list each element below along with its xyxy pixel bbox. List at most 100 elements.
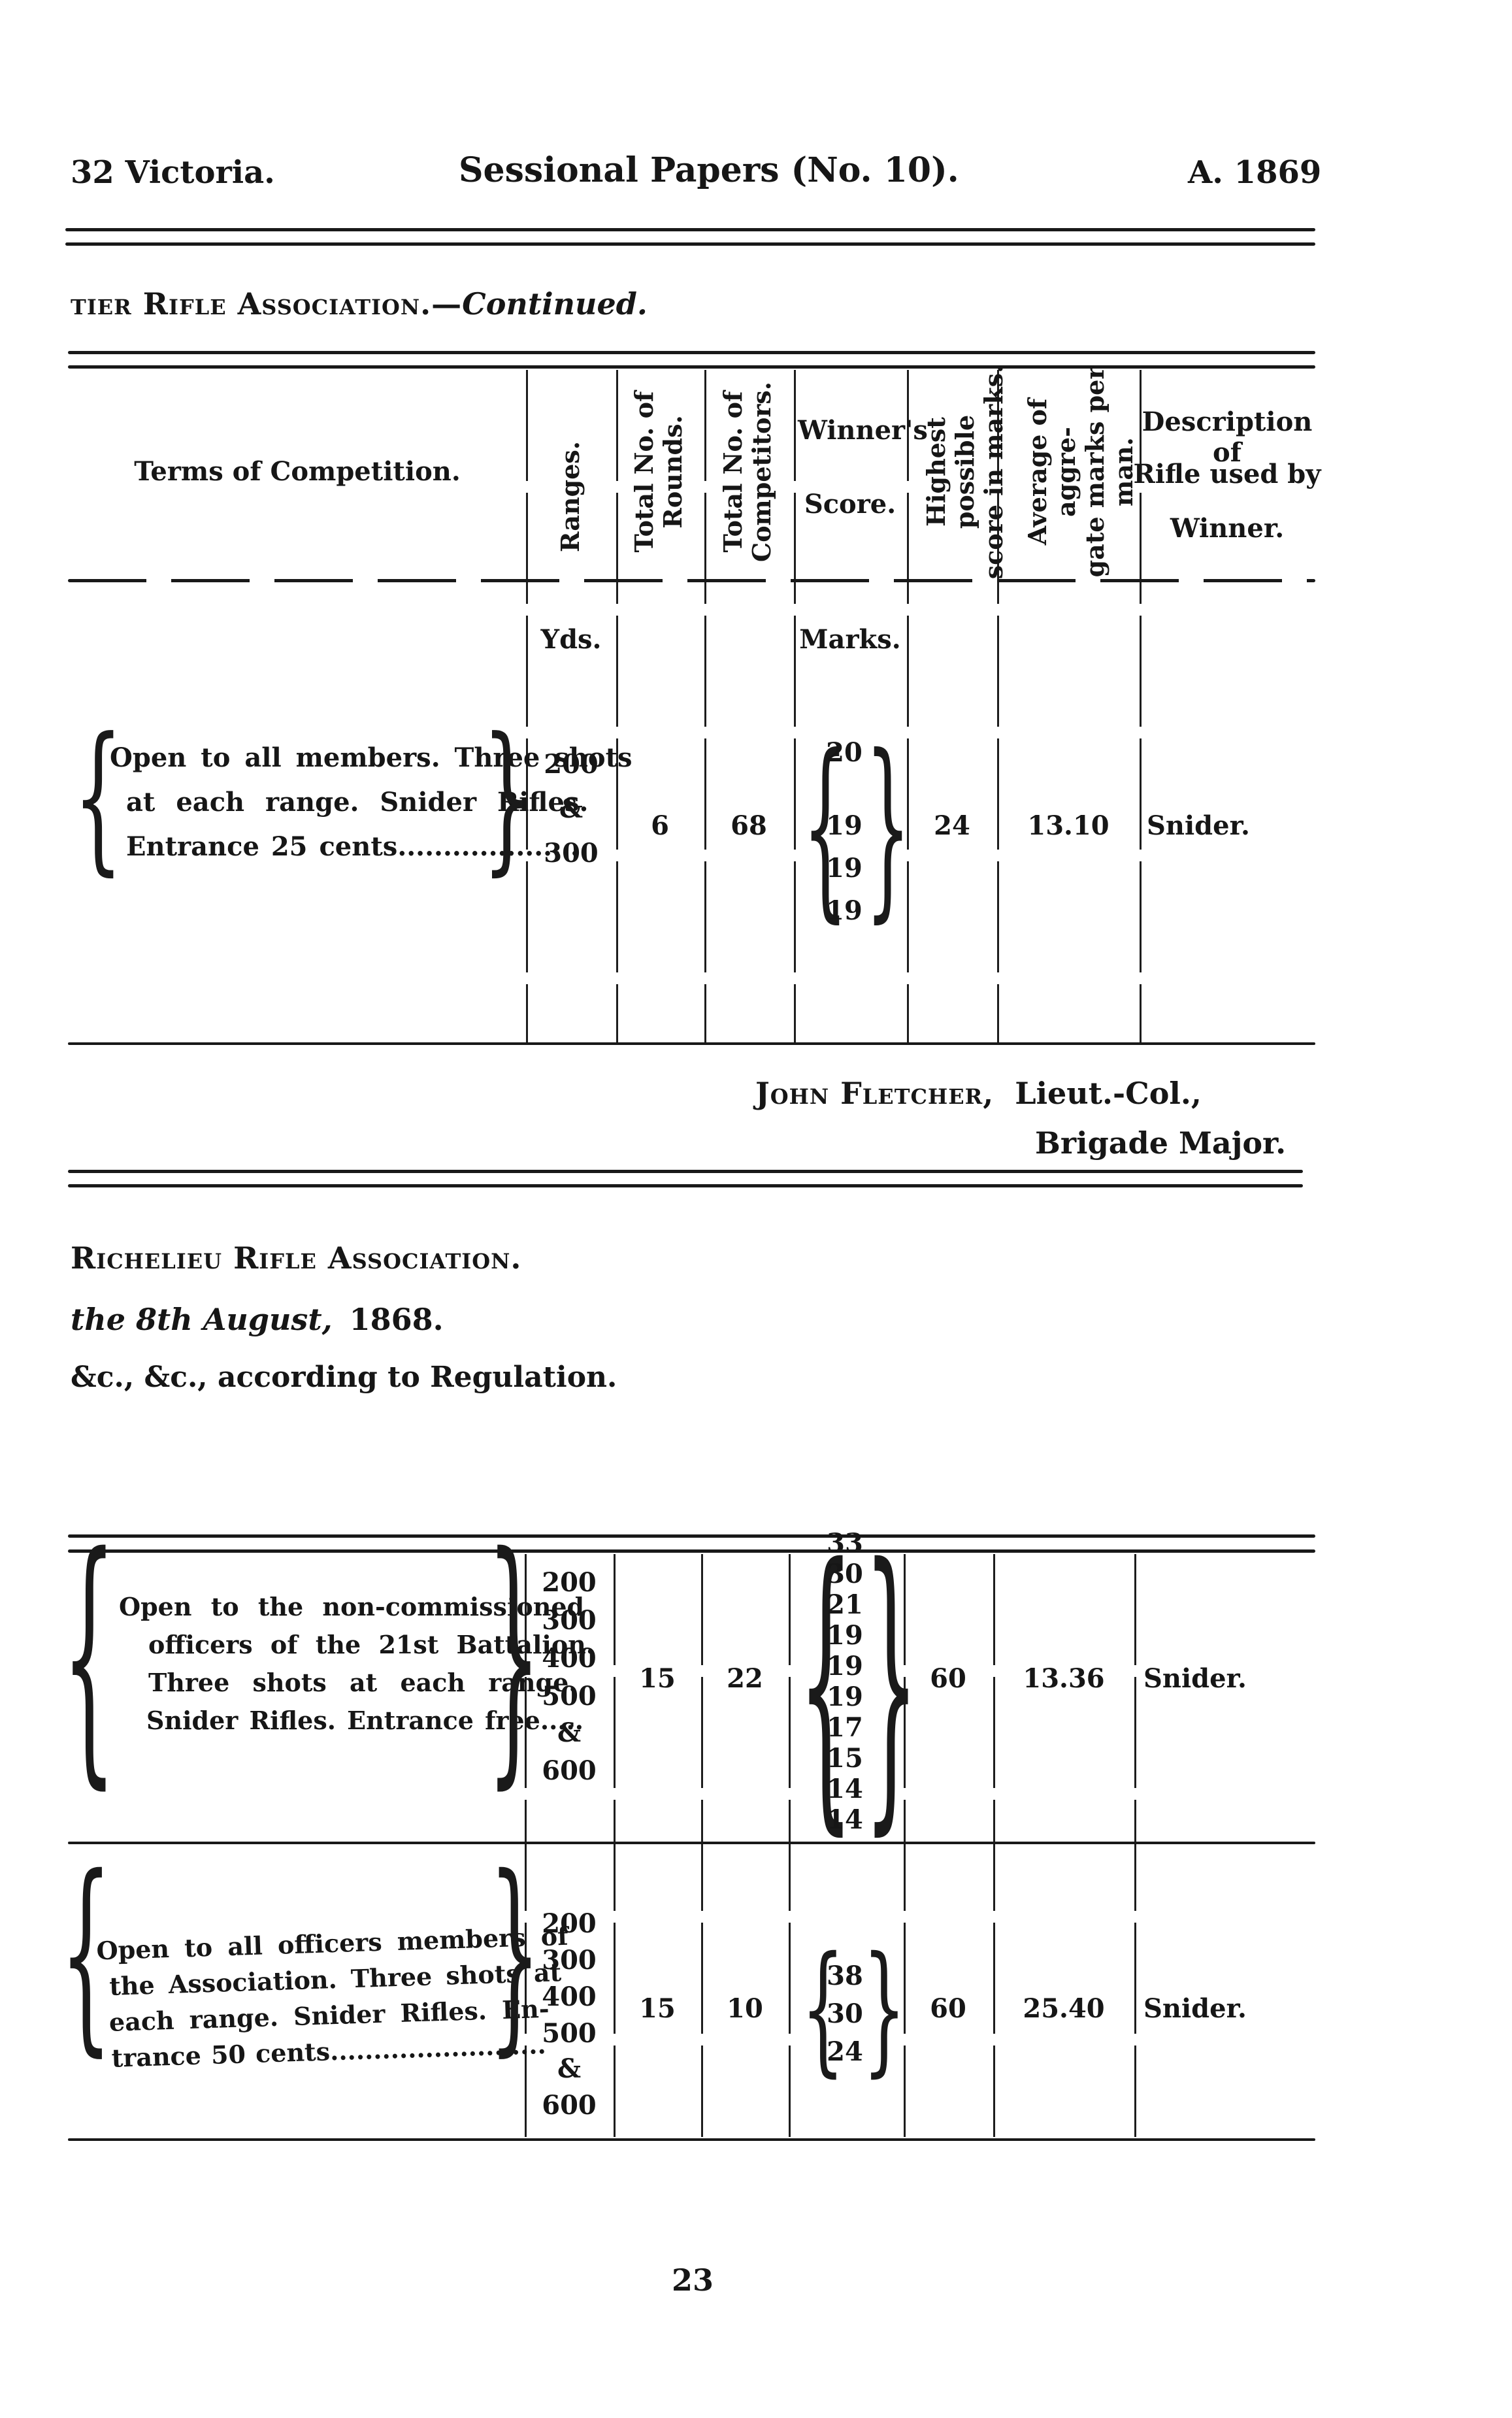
table2-row2-average-value: 25.40 xyxy=(1023,1993,1105,2024)
table2-row2-score-3: 24 xyxy=(827,2036,863,2067)
running-head-title: Sessional Papers (No. 10). xyxy=(459,150,959,190)
table1-unit-yards: Yds. xyxy=(540,624,602,655)
table2-row1-highest-value: 60 xyxy=(930,1663,966,1694)
table2-row2-range-3: 400 xyxy=(542,1981,597,2012)
table2-row2-range-6: 600 xyxy=(542,2090,597,2121)
table2-row1-range-6: 600 xyxy=(542,1755,597,1786)
table1-score-brace-left: { xyxy=(802,714,848,940)
table1-top-rule-1 xyxy=(68,351,1315,354)
table1-header-ranges: Ranges. xyxy=(555,440,585,553)
table2-row2-highest-value: 60 xyxy=(930,1993,966,2024)
table2-row1-range-5: & xyxy=(557,1717,582,1748)
table1-col-rule-2 xyxy=(616,370,618,1042)
table1-score-1: 20 xyxy=(826,737,863,768)
table2-row1-range-1: 200 xyxy=(542,1567,597,1598)
table2-row1-score-9: 14 xyxy=(827,1774,863,1804)
table2-row1-terms-line-4: Snider Rifles. Entrance free..... xyxy=(146,1706,584,1735)
table2-row1-score-brace-left: { xyxy=(798,1504,853,1863)
table1-col-rule-5 xyxy=(907,370,909,1042)
table1-header-description-2: Rifle used by xyxy=(1133,459,1321,489)
table2-row1-rounds-value: 15 xyxy=(639,1663,676,1694)
table2-row-separator xyxy=(68,1842,1315,1844)
richelieu-date-year: 1868. xyxy=(349,1302,444,1337)
table2-col-rule-7 xyxy=(1134,1554,1136,2137)
signature-line: John Fletcher, Lieut.-Col., xyxy=(755,1076,1202,1111)
table2-row1-score-10: 14 xyxy=(827,1804,863,1835)
table2-row2-score-2: 30 xyxy=(827,1998,863,2029)
table2-row2-range-5: & xyxy=(557,2053,582,2084)
page-number: 23 xyxy=(671,2262,714,2298)
table2-top-rule-1 xyxy=(68,1534,1315,1538)
table2-row1-range-3: 400 xyxy=(542,1643,597,1674)
table1-unit-marks: Marks. xyxy=(799,624,901,655)
table1-terms-line-1: Open to all members. Three shots xyxy=(110,742,633,773)
table1-average-value: 13.10 xyxy=(1027,810,1109,841)
table1-header-winners-1: Winner's xyxy=(798,415,928,446)
table1-col-rule-3 xyxy=(704,370,706,1042)
head-rule-top xyxy=(65,228,1315,231)
table2-bottom-rule xyxy=(68,2138,1315,2141)
table1-range-2: & xyxy=(559,793,583,824)
table2-row1-terms-brace-right: } xyxy=(487,1499,541,1812)
table1-col-rule-7 xyxy=(1140,370,1142,1042)
table1-score-2: 19 xyxy=(826,810,863,841)
signature-office: Brigade Major. xyxy=(1035,1125,1287,1161)
table2-col-rule-1 xyxy=(525,1554,527,2137)
table2-row1-range-4: 500 xyxy=(542,1681,597,1712)
table1-range-1: 200 xyxy=(544,749,599,780)
table2-row1-score-7: 17 xyxy=(827,1712,863,1743)
table1-col-rule-6 xyxy=(997,370,999,1042)
table1-score-3: 19 xyxy=(826,853,863,884)
richelieu-date-italic: the 8th August, xyxy=(71,1302,333,1337)
signature-rank: Lieut.-Col., xyxy=(1015,1076,1202,1111)
table2-row2-terms-brace-left: { xyxy=(60,1833,112,2076)
table2-row2-range-2: 300 xyxy=(542,1945,597,1976)
table2-col-rule-2 xyxy=(614,1554,616,2137)
table1-rifle-value: Snider. xyxy=(1147,810,1250,841)
table2-col-rule-6 xyxy=(993,1554,995,2137)
table1-terms-line-2: at each range. Snider Rifles. xyxy=(126,787,589,818)
section-heading-smallcaps: tier Rifle Association.— xyxy=(71,286,463,322)
table2-row2-range-4: 500 xyxy=(542,2018,597,2049)
table1-header-description-1: Description of xyxy=(1142,406,1313,468)
table2-row2-score-1: 38 xyxy=(827,1961,863,1991)
table2-row2-terms-brace-right: } xyxy=(489,1833,541,2076)
running-head-year: A. 1869 xyxy=(1188,154,1322,191)
table2-row2-rounds-value: 15 xyxy=(639,1993,676,2024)
table1-col-rule-4 xyxy=(794,370,796,1042)
table1-col-rule-1 xyxy=(526,370,528,1042)
table1-header-competitors: Total No. of Competitors. xyxy=(718,381,777,563)
table1-header-highest: Highest possible score in marks. xyxy=(921,364,1009,580)
table2-row1-terms-brace-left: { xyxy=(62,1499,116,1812)
table2-row2-range-1: 200 xyxy=(542,1908,597,1939)
table1-score-4: 19 xyxy=(826,895,863,926)
table2-row1-terms-cell: Open to the non-commissioned officers of… xyxy=(119,1588,595,1740)
table1-score-brace-right: } xyxy=(865,714,911,940)
table2-row2-score-brace-right: } xyxy=(863,1927,906,2091)
table1-competitors-value: 68 xyxy=(731,810,767,841)
table2-row1-score-3: 21 xyxy=(827,1589,863,1620)
richelieu-date-line: the 8th August, 1868. xyxy=(71,1302,444,1337)
table1-header-rounds: Total No. of Rounds. xyxy=(629,391,688,553)
table1-header-winners-2: Score. xyxy=(804,489,896,520)
table2-row1-score-brace-right: } xyxy=(864,1504,919,1863)
table1-terms-brace-left: { xyxy=(73,704,123,891)
table1-rounds-value: 6 xyxy=(651,810,669,841)
table2-row1-score-8: 15 xyxy=(827,1743,863,1774)
table2-row1-score-6: 19 xyxy=(827,1681,863,1712)
table2-row1-score-5: 19 xyxy=(827,1651,863,1681)
section-rule-2 xyxy=(68,1184,1303,1187)
table1-header-separator xyxy=(68,579,1315,582)
table1-terms-line-3: Entrance 25 cents..................... xyxy=(126,831,589,862)
table2-row1-terms-line-1: Open to the non-commissioned xyxy=(119,1592,585,1621)
table1-header-description-3: Winner. xyxy=(1170,513,1285,544)
section-rule-1 xyxy=(68,1170,1303,1173)
table2-col-rule-4 xyxy=(789,1554,791,2137)
running-head-volume: 32 Victoria. xyxy=(71,154,275,191)
richelieu-note: &c., &c., according to Regulation. xyxy=(71,1361,617,1394)
table2-row1-score-1: 33 xyxy=(827,1528,863,1559)
signature-name: John Fletcher, xyxy=(755,1076,994,1111)
table1-range-3: 300 xyxy=(544,838,599,869)
table1-top-rule-2 xyxy=(68,365,1315,369)
